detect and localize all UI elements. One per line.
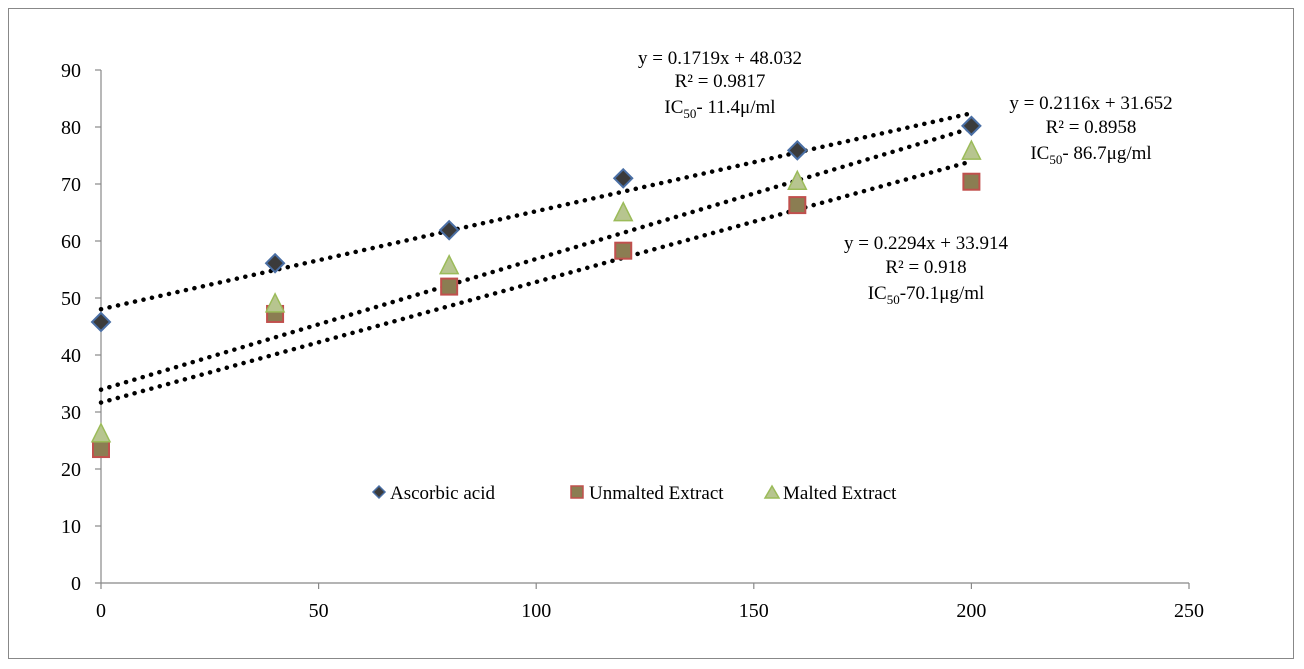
x-tick-label: 50 (309, 600, 329, 622)
trendline-ascorbic-acid (98, 111, 974, 312)
annotation-unmalted-extract: y = 0.2294x + 33.914 R² = 0.918 IC50-70.… (844, 233, 1008, 307)
x-tick-label: 250 (1174, 600, 1204, 622)
y-tick-label: 70 (61, 174, 81, 196)
legend-square-icon (570, 485, 584, 499)
point-unmalted-extract (440, 277, 459, 296)
point-ascorbic-acid (264, 252, 286, 274)
x-tick-label: 150 (739, 600, 769, 622)
x-tick-label: 200 (956, 600, 986, 622)
y-tick-label: 80 (61, 117, 81, 139)
ic50-unmalted-extract: IC50-70.1μg/ml (868, 283, 985, 307)
point-malted-extract (264, 292, 286, 313)
point-ascorbic-acid (90, 311, 112, 333)
point-unmalted-extract (614, 241, 633, 260)
point-unmalted-extract (788, 196, 807, 215)
scatter-chart: 0 50 100 150 200 250 0 10 20 30 40 50 60 70 80 90 y = 0… (61, 48, 1204, 622)
axes: 0 50 100 150 200 250 0 10 20 30 40 50 60 70 80 90 (61, 60, 1204, 622)
x-tick-label: 0 (96, 600, 106, 622)
point-unmalted-extract (962, 172, 981, 191)
trendline-unmalted-extract (98, 125, 974, 392)
legend-label-unmalted-extract: Unmalted Extract (589, 483, 724, 504)
point-malted-extract (787, 169, 808, 191)
trendline-malted-extract (98, 159, 974, 405)
y-tick-label: 90 (61, 60, 81, 82)
r2-ascorbic-acid: R² = 0.9817 (675, 71, 766, 92)
y-tick-label: 40 (61, 345, 81, 367)
point-ascorbic-acid (786, 139, 808, 161)
ic50-malted-extract: IC50- 86.7μg/ml (1030, 143, 1151, 167)
legend: Ascorbic acid Unmalted Extract Malted Ex… (371, 483, 897, 504)
legend-label-malted-extract: Malted Extract (783, 483, 897, 504)
y-tick-label: 30 (61, 402, 81, 424)
x-tick-label: 100 (521, 600, 551, 622)
legend-item-malted-extract: Malted Extract (763, 483, 897, 504)
data-points (90, 115, 982, 459)
point-ascorbic-acid (612, 167, 634, 189)
ic50-ascorbic-acid: IC50- 11.4μ/ml (664, 97, 775, 121)
annotation-ascorbic-acid: y = 0.1719x + 48.032 R² = 0.9817 IC50- 1… (638, 48, 802, 121)
equation-ascorbic-acid: y = 0.1719x + 48.032 (638, 48, 802, 69)
trendlines (98, 111, 974, 405)
r2-unmalted-extract: R² = 0.918 (885, 257, 966, 278)
legend-diamond-icon (371, 484, 387, 500)
chart-frame: 0 50 100 150 200 250 0 10 20 30 40 50 60 70 80 90 y = 0… (8, 8, 1294, 659)
r2-malted-extract: R² = 0.8958 (1046, 117, 1137, 138)
point-malted-extract (438, 253, 460, 275)
y-tick-label: 60 (61, 231, 81, 253)
legend-triangle-icon (763, 484, 781, 499)
equation-malted-extract: y = 0.2116x + 31.652 (1009, 93, 1172, 114)
y-tick-label: 20 (61, 459, 81, 481)
point-ascorbic-acid (960, 115, 982, 137)
legend-label-ascorbic-acid: Ascorbic acid (390, 483, 495, 504)
point-malted-extract (90, 422, 112, 443)
legend-item-unmalted-extract: Unmalted Extract (570, 483, 724, 504)
point-malted-extract (613, 200, 634, 222)
point-unmalted-extract (92, 440, 110, 459)
y-tick-label: 0 (71, 573, 81, 595)
equation-unmalted-extract: y = 0.2294x + 33.914 (844, 233, 1008, 254)
y-tick-label: 50 (61, 288, 81, 310)
point-malted-extract (961, 139, 982, 160)
annotation-malted-extract: y = 0.2116x + 31.652 R² = 0.8958 IC50- 8… (1009, 93, 1172, 167)
y-tick-label: 10 (61, 516, 81, 538)
point-ascorbic-acid (438, 219, 460, 241)
legend-item-ascorbic-acid: Ascorbic acid (371, 483, 495, 504)
